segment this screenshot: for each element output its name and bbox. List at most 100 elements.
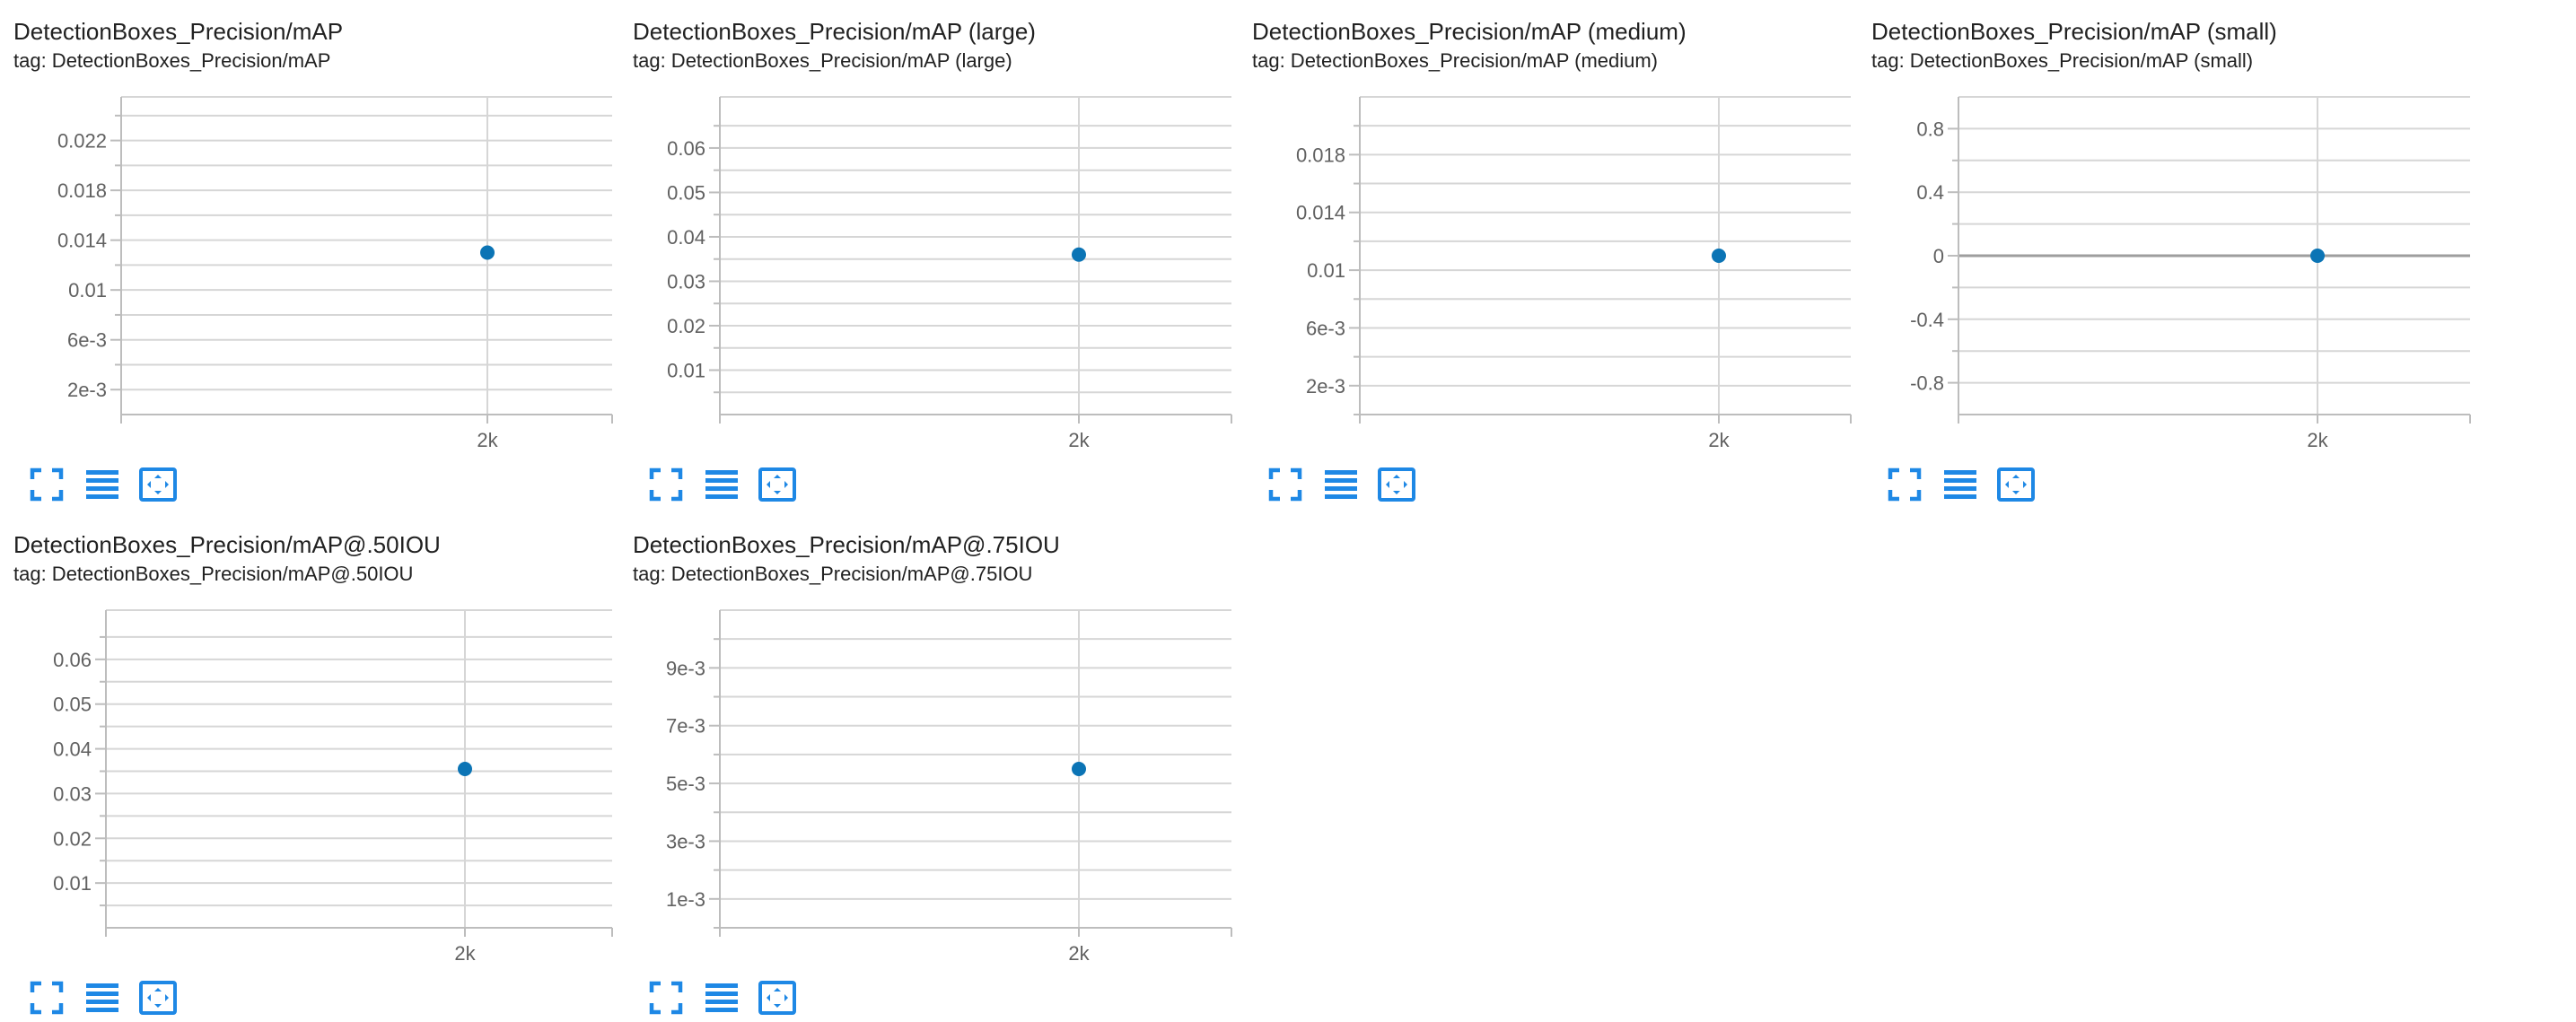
x-tick-label: 2k: [454, 942, 476, 965]
y-tick-label: 0.06: [53, 649, 92, 671]
y-tick-label: 2e-3: [1306, 375, 1345, 397]
y-tick-label: 0.04: [667, 226, 705, 249]
fit-domain-icon: [758, 981, 796, 1015]
data-point: [1072, 762, 1086, 776]
fit-domain-icon: [758, 467, 796, 502]
chart-card: DetectionBoxes_Precision/mAP@.75IOU tag:…: [619, 513, 1232, 1018]
y-tick-label: 0.05: [667, 181, 705, 204]
chart-title: DetectionBoxes_Precision/mAP@.75IOU: [633, 531, 1060, 558]
fit-domain-icon: [1378, 467, 1415, 502]
y-tick-label: 2e-3: [67, 379, 107, 401]
y-tick-label: 0.04: [53, 738, 92, 761]
toggle-log-scale-button[interactable]: [702, 978, 741, 1018]
chart-tag: tag: DetectionBoxes_Precision/mAP: [13, 49, 331, 72]
y-tick-label: 0: [1933, 245, 1944, 267]
y-tick-label: -0.4: [1910, 309, 1944, 331]
y-tick-label: 0.03: [667, 270, 705, 293]
fullscreen-icon: [1268, 467, 1302, 502]
chart-plot: 0.018 0.014 0.01 6e-3 2e-3 2k: [1296, 96, 1852, 451]
fullscreen-button[interactable]: [27, 978, 66, 1018]
chart-card: DetectionBoxes_Precision/mAP (medium) ta…: [1239, 0, 1852, 504]
y-tick-label: 0.01: [68, 279, 107, 301]
x-tick-label: 2k: [2307, 429, 2328, 451]
fit-domain-icon: [139, 981, 177, 1015]
toggle-log-scale-button[interactable]: [1321, 465, 1361, 504]
y-tick-label: 0.01: [667, 359, 705, 381]
data-point: [1712, 249, 1726, 263]
y-tick-label: 6e-3: [67, 329, 107, 352]
y-tick-label: 0.4: [1916, 181, 1944, 204]
y-tick-label: 0.014: [1296, 202, 1345, 224]
y-tick-label: 3e-3: [666, 830, 705, 852]
fit-domain-icon: [1997, 467, 2035, 502]
fullscreen-icon: [649, 467, 683, 502]
data-point: [1072, 247, 1086, 262]
chart-title: DetectionBoxes_Precision/mAP: [13, 18, 344, 45]
fullscreen-button[interactable]: [1266, 465, 1305, 504]
fit-domain-icon: [139, 467, 177, 502]
chart-card: DetectionBoxes_Precision/mAP@.50IOU tag:…: [0, 513, 613, 1018]
toggle-log-scale-button[interactable]: [702, 465, 741, 504]
fit-domain-button[interactable]: [1377, 465, 1416, 504]
chart-title: DetectionBoxes_Precision/mAP (small): [1871, 18, 2277, 45]
fit-domain-button[interactable]: [758, 978, 797, 1018]
toggle-log-scale-button[interactable]: [1941, 465, 1980, 504]
fullscreen-icon: [1888, 467, 1922, 502]
fullscreen-icon: [30, 467, 64, 502]
chart-plot: 0.06 0.05 0.04 0.03 0.02 0.01 2k: [667, 96, 1232, 451]
y-tick-label: 0.018: [57, 179, 107, 202]
chart-title: DetectionBoxes_Precision/mAP (medium): [1252, 18, 1687, 45]
chart-tag: tag: DetectionBoxes_Precision/mAP (large…: [633, 49, 1012, 72]
y-tick-label: 0.022: [57, 130, 107, 153]
chart-title: DetectionBoxes_Precision/mAP (large): [633, 18, 1036, 45]
fit-domain-button[interactable]: [758, 465, 797, 504]
toggle-log-scale-icon: [1325, 470, 1357, 499]
y-tick-label: 0.8: [1916, 118, 1944, 140]
y-tick-label: 0.05: [53, 694, 92, 716]
chart-tag: tag: DetectionBoxes_Precision/mAP@.50IOU: [13, 563, 414, 585]
chart-card: DetectionBoxes_Precision/mAP (large) tag…: [619, 0, 1232, 504]
data-point: [458, 762, 472, 776]
toggle-log-scale-icon: [705, 983, 738, 1012]
chart-title: DetectionBoxes_Precision/mAP@.50IOU: [13, 531, 441, 558]
chart-card: DetectionBoxes_Precision/mAP tag: Detect…: [0, 0, 613, 504]
fullscreen-button[interactable]: [27, 465, 66, 504]
y-tick-label: 0.014: [57, 230, 107, 252]
fit-domain-button[interactable]: [1996, 465, 2036, 504]
chart-tag: tag: DetectionBoxes_Precision/mAP (mediu…: [1252, 49, 1659, 72]
fit-domain-button[interactable]: [138, 978, 178, 1018]
fullscreen-icon: [649, 981, 683, 1015]
y-tick-label: 7e-3: [666, 715, 705, 738]
chart-tag: tag: DetectionBoxes_Precision/mAP@.75IOU: [633, 563, 1033, 585]
y-tick-label: 0.02: [667, 315, 705, 337]
fullscreen-icon: [30, 981, 64, 1015]
y-tick-label: 0.06: [667, 137, 705, 160]
data-point: [2310, 249, 2325, 263]
toggle-log-scale-icon: [1944, 470, 1976, 499]
y-tick-label: 0.03: [53, 782, 92, 805]
toggle-log-scale-icon: [86, 983, 118, 1012]
data-point: [480, 245, 495, 260]
fullscreen-button[interactable]: [646, 465, 686, 504]
y-tick-label: 0.01: [53, 872, 92, 895]
y-tick-label: 0.01: [1307, 259, 1345, 282]
y-tick-label: 9e-3: [666, 657, 705, 679]
y-tick-label: 5e-3: [666, 773, 705, 795]
fullscreen-button[interactable]: [646, 978, 686, 1018]
toggle-log-scale-button[interactable]: [83, 465, 122, 504]
toggle-log-scale-icon: [86, 470, 118, 499]
y-tick-label: -0.8: [1910, 372, 1944, 395]
y-tick-label: 1e-3: [666, 888, 705, 911]
fit-domain-button[interactable]: [138, 465, 178, 504]
y-tick-label: 0.02: [53, 827, 92, 850]
chart-card: DetectionBoxes_Precision/mAP (small) tag…: [1858, 0, 2471, 504]
x-tick-label: 2k: [1068, 942, 1090, 965]
chart-plot: 0.022 0.018 0.014 0.01 6e-3 2e-3 2k: [57, 96, 613, 451]
chart-plot: 9e-3 7e-3 5e-3 3e-3 1e-3 2k: [666, 609, 1232, 965]
toggle-log-scale-button[interactable]: [83, 978, 122, 1018]
chart-plot: 0.8 0.4 0 -0.4 -0.8 2k: [1910, 96, 2471, 451]
x-tick-label: 2k: [1708, 429, 1730, 451]
x-tick-label: 2k: [477, 429, 498, 451]
toggle-log-scale-icon: [705, 470, 738, 499]
fullscreen-button[interactable]: [1885, 465, 1924, 504]
